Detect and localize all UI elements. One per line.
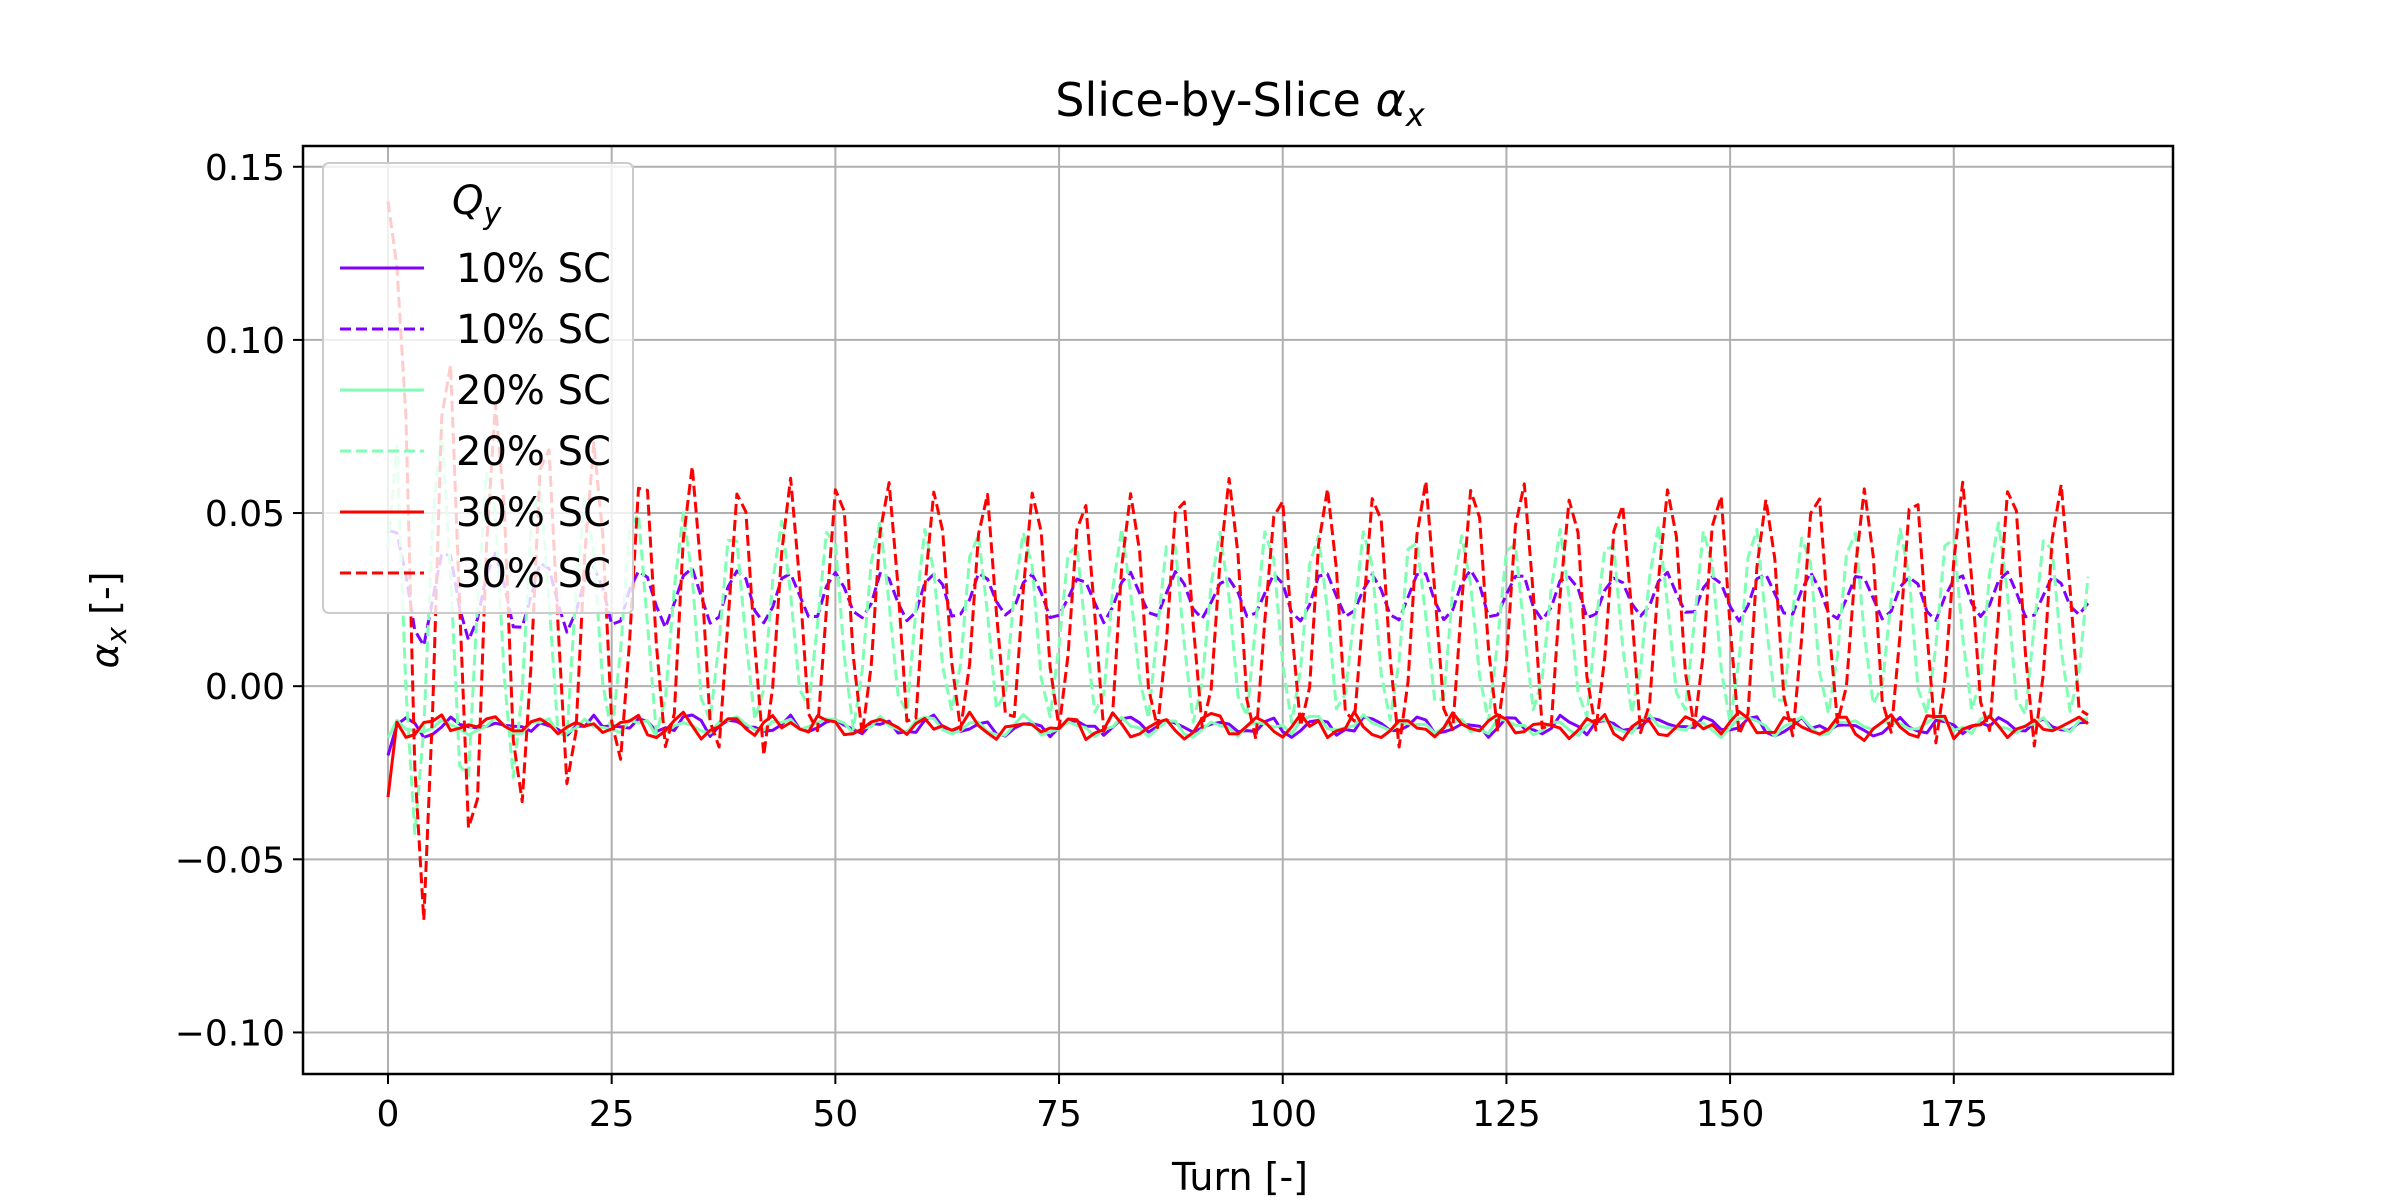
legend-entries: 10% SC 10% SC 20% SC 20% SC 30% SC 30% SC <box>340 246 611 597</box>
y-tick-label: −0.05 <box>175 840 285 881</box>
x-tick-label: 125 <box>1472 1094 1541 1135</box>
legend-title: Qy <box>452 178 502 232</box>
x-tick-label: 175 <box>1919 1094 1988 1135</box>
legend-label: 30% SC <box>456 490 611 536</box>
plot-frame <box>301 144 2175 1076</box>
series-lines <box>386 201 2090 922</box>
x-tick-label: 0 <box>377 1094 400 1135</box>
legend-label: 10% SC <box>456 246 611 292</box>
x-axis-label: Turn [-] <box>1171 1155 1308 1199</box>
y-axis-label-group: αx [-] <box>83 571 133 668</box>
y-tick-label: 0.00 <box>205 667 285 708</box>
series-line-4 <box>386 425 2090 835</box>
legend-label: 10% SC <box>456 307 611 353</box>
x-tick-label: 25 <box>589 1094 635 1135</box>
legend-label: 20% SC <box>456 429 611 475</box>
y-tick-label: 0.10 <box>205 321 285 362</box>
legend-frame <box>322 162 634 614</box>
x-tick-label: 100 <box>1248 1094 1317 1135</box>
series-line-5 <box>386 710 2089 798</box>
x-tick-label: 50 <box>812 1094 858 1135</box>
x-tick-label: 75 <box>1036 1094 1082 1135</box>
x-tick-label: 150 <box>1696 1094 1765 1135</box>
y-tick-label: 0.05 <box>205 494 285 535</box>
y-axis-label: αx [-] <box>83 571 133 668</box>
y-tick-label: −0.10 <box>175 1013 285 1054</box>
axes: 0 25 50 75 100 125 150 175 −0.10 −0.05 0.00 0.05 0.1… <box>175 144 2175 1135</box>
legend-label: 30% SC <box>456 551 611 597</box>
legend: Qy 10% SC 10% SC 20% SC 20% SC 30% SC 30% SC <box>322 162 634 614</box>
chart-title: Slice-by-Slice αx <box>1055 73 1425 134</box>
y-tick-label: 0.15 <box>205 148 285 189</box>
legend-label: 20% SC <box>456 368 611 414</box>
series-line-6 <box>386 201 2089 922</box>
